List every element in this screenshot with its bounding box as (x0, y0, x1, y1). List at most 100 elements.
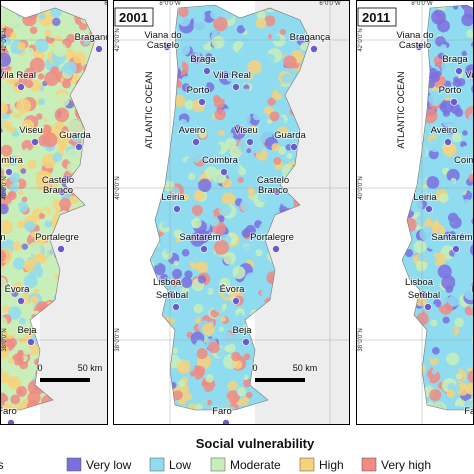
municipality (29, 26, 38, 35)
latitude-label: 38°0'0"N (358, 328, 364, 351)
scale-start: 0 (37, 363, 42, 373)
municipality (41, 231, 48, 238)
city-label: Viana do (396, 30, 433, 41)
city-label: Beja (232, 325, 252, 336)
municipality (244, 272, 259, 287)
municipality (227, 289, 233, 295)
municipality (7, 358, 14, 364)
municipality (172, 347, 178, 354)
municipality (255, 249, 263, 257)
municipality (18, 317, 26, 325)
municipality (245, 122, 253, 129)
municipality (279, 28, 287, 36)
municipality (242, 18, 255, 31)
municipality (41, 104, 55, 118)
municipality (264, 172, 279, 187)
latitude-label: 42°0'0"N (358, 28, 364, 51)
municipality (230, 179, 238, 187)
municipality (250, 242, 257, 250)
city-label: Évora (5, 284, 31, 295)
municipality (173, 229, 183, 239)
city-label: Bragança (75, 32, 116, 43)
city-label: Évora (472, 284, 474, 295)
municipality (253, 236, 262, 245)
municipality (211, 35, 225, 49)
city-label: Castelo (257, 175, 289, 186)
municipality (21, 196, 28, 203)
municipality (5, 125, 12, 132)
municipality (172, 268, 183, 279)
municipality (441, 86, 454, 99)
municipality (0, 185, 6, 200)
municipality (195, 317, 201, 324)
municipality (263, 38, 273, 48)
municipality (246, 35, 259, 48)
municipality (216, 58, 229, 71)
municipality (0, 220, 14, 235)
municipality (460, 5, 469, 9)
city-marker (17, 297, 25, 305)
municipality (432, 252, 447, 267)
municipality (216, 296, 223, 303)
municipality (184, 99, 195, 110)
municipality (192, 155, 201, 164)
city-label: Vila Real (465, 70, 474, 81)
municipality (464, 160, 474, 176)
legend-swatch (361, 457, 377, 472)
municipality (179, 118, 188, 127)
city-label: Coimbra (202, 155, 239, 166)
scale-bar (40, 378, 90, 382)
municipality (69, 195, 79, 205)
city-marker (220, 168, 228, 176)
city-label: Coimbra (454, 155, 474, 166)
municipality (430, 319, 438, 327)
scale-bar (255, 378, 305, 382)
municipality (6, 377, 16, 387)
municipality (429, 389, 442, 401)
municipality (163, 307, 173, 316)
municipality (428, 138, 443, 152)
municipality (241, 91, 256, 106)
city-marker (200, 245, 208, 253)
city-marker (444, 138, 452, 146)
border (0, 4, 96, 411)
municipality (300, 42, 309, 51)
city-marker (27, 338, 35, 346)
municipality (213, 385, 222, 394)
municipality (83, 39, 90, 46)
municipality (159, 273, 169, 283)
municipality (196, 348, 208, 360)
municipality (181, 83, 191, 92)
municipality (269, 111, 280, 122)
municipality (449, 120, 461, 131)
municipality (54, 107, 70, 123)
municipality (181, 248, 190, 257)
city-label: Santarém (0, 232, 6, 243)
municipality (201, 5, 210, 10)
municipality (196, 78, 207, 90)
municipality (188, 305, 194, 311)
municipality (214, 108, 226, 121)
municipality (255, 257, 263, 265)
city-label: Lisboa (153, 277, 182, 288)
municipality (202, 323, 215, 336)
map-panel: 8°0'0"W6°0'0"W42°0'0"N40°0'0"N38°0'0"NAT… (0, 0, 116, 425)
municipality (52, 199, 60, 207)
municipality (24, 148, 30, 154)
municipality (452, 384, 461, 393)
municipality (457, 146, 470, 159)
municipality (211, 332, 219, 340)
municipality (447, 212, 459, 223)
municipality (11, 353, 24, 366)
municipality (205, 367, 211, 374)
municipality (18, 190, 24, 196)
city-label: Castelo (42, 175, 74, 186)
border (149, 4, 311, 411)
municipality (446, 168, 460, 183)
municipality (35, 170, 49, 184)
latitude-label: 38°0'0"N (2, 328, 8, 351)
city-marker (419, 290, 427, 298)
municipality (59, 130, 72, 143)
municipality (285, 201, 292, 209)
municipality (247, 186, 255, 194)
